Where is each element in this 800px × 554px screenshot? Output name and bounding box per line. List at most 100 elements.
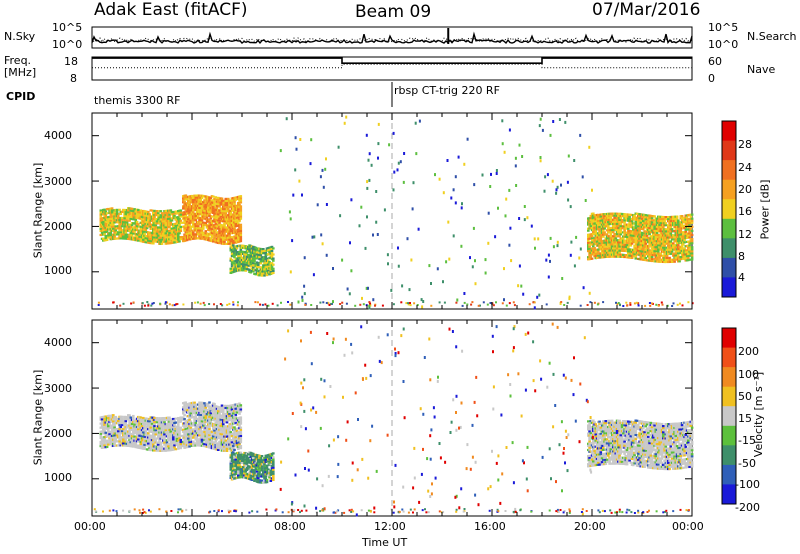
power-sparse-cell (471, 265, 474, 269)
power-echo-cell (199, 221, 203, 224)
power-echo-cell (672, 242, 675, 245)
power-sparse-cell (454, 175, 457, 179)
power-sparse-cell (320, 233, 323, 237)
power-sparse-cell (303, 292, 306, 296)
power-echo-cell (690, 233, 694, 237)
power-sparse-cell (297, 300, 300, 304)
power-echo-cell (688, 254, 691, 257)
power-sparse-cell (295, 147, 298, 151)
power-echo-cell (185, 239, 189, 242)
power-sparse-cell (549, 236, 552, 240)
power-sparse-cell (337, 145, 340, 149)
power-echo-cell (637, 243, 640, 246)
power-echo-cell (680, 217, 684, 220)
power-echo-cell (677, 227, 680, 230)
velocity-echo-cell (155, 421, 159, 424)
power-near-range-cell (256, 301, 259, 304)
power-echo-cell (185, 220, 189, 223)
velocity-echo-cell (114, 415, 118, 419)
power-echo-cell (607, 220, 610, 224)
power-sparse-cell (514, 156, 517, 160)
power-echo-cell (120, 219, 124, 222)
velocity-echo-cell (204, 439, 208, 442)
velocity-echo-cell (208, 427, 211, 431)
power-echo-cell (617, 231, 620, 234)
velocity-echo-cell (110, 436, 114, 439)
velocity-echo-0 (99, 414, 183, 452)
power-echo-cell (105, 238, 109, 241)
power-echo-cell (125, 217, 129, 220)
power-echo-cell (177, 238, 180, 241)
power-sparse-cell (348, 292, 351, 296)
power-echo-cell (234, 235, 238, 238)
power-echo-cell (590, 241, 594, 244)
velocity-echo-cell (182, 445, 185, 448)
power-echo-cell (623, 241, 626, 244)
power-echo-cell (238, 256, 241, 260)
power-sparse-cell (559, 301, 562, 305)
power-echo-cell (658, 223, 661, 227)
velocity-echo-cell (205, 408, 209, 412)
power-echo-cell (654, 244, 658, 247)
power-echo-cell (674, 258, 678, 261)
power-echo-cell (670, 228, 674, 231)
power-echo-cell (590, 235, 594, 238)
power-echo-cell (627, 227, 630, 230)
power-echo-cell (597, 228, 600, 231)
power-sparse-cell (285, 117, 288, 121)
power-echo-cell (109, 213, 113, 216)
power-sparse-cell (313, 235, 316, 239)
power-echo-cell (184, 194, 188, 197)
power-echo-cell (118, 225, 121, 228)
power-echo-cell (239, 201, 243, 204)
power-echo-cell (228, 238, 231, 241)
power-echo-cell (590, 237, 594, 240)
power-sparse-cell (361, 296, 363, 300)
velocity-echo-cell (197, 425, 200, 429)
power-sparse-cell (472, 226, 475, 230)
power-echo-cell (257, 271, 260, 275)
power-near-range-cell (146, 301, 149, 303)
velocity-echo-cell (150, 422, 154, 425)
power-echo-cell (229, 205, 233, 208)
power-echo-cell (194, 219, 198, 222)
power-echo-cell (674, 252, 678, 255)
power-echo-cell (612, 231, 615, 234)
power-echo-cell (255, 257, 259, 260)
power-echo-cell (619, 225, 623, 228)
power-near-range-cell (477, 304, 480, 307)
power-echo-cell (647, 247, 650, 250)
power-near-range-cell (492, 304, 495, 307)
power-echo-cell (587, 229, 590, 232)
velocity-echo-cell (173, 446, 176, 449)
power-echo-cell (183, 235, 186, 238)
power-echo-cell (628, 250, 631, 253)
power-sparse-cell (466, 137, 469, 141)
power-echo-cell (589, 255, 593, 258)
velocity-echo-cell (153, 416, 156, 419)
power-sparse-cell (487, 241, 490, 245)
power-sparse-cell (547, 275, 550, 279)
power-echo-cell (230, 225, 234, 229)
velocity-echo-cell (110, 424, 114, 427)
velocity-echo-cell (148, 444, 151, 447)
power-echo-cell (588, 245, 591, 248)
power-echo-cell (188, 222, 191, 225)
power-near-range-cell (362, 303, 365, 306)
velocity-echo-cell (179, 440, 183, 444)
power-sparse-cell (386, 253, 389, 257)
power-sparse-cell (311, 235, 314, 239)
power-sparse-cell (552, 245, 555, 249)
power-echo-cell (122, 208, 125, 211)
power-echo-cell (222, 230, 225, 233)
power-echo-cell (258, 274, 261, 277)
power-sparse-cell (560, 183, 562, 187)
velocity-echo-cell (143, 443, 146, 446)
velocity-echo-cell (173, 419, 176, 422)
power-sparse-cell (533, 306, 536, 310)
power-echo-cell (593, 240, 596, 244)
power-echo-cell (612, 247, 615, 250)
power-echo-cell (179, 229, 183, 232)
power-sparse-cell (584, 199, 587, 202)
power-echo-cell (677, 254, 680, 257)
